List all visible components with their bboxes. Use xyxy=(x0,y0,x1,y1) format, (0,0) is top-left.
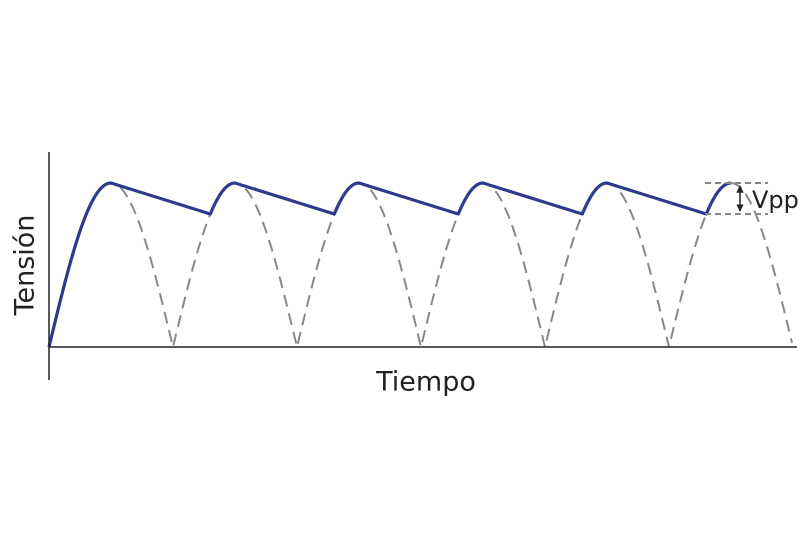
rectified-sine xyxy=(48,181,793,348)
filtered-wave xyxy=(47,181,732,348)
y-axis-label: Tensión xyxy=(10,215,41,317)
x-axis-label: Tiempo xyxy=(375,367,476,398)
rectified-wave xyxy=(48,181,793,348)
vpp-label: Vpp xyxy=(752,186,799,214)
